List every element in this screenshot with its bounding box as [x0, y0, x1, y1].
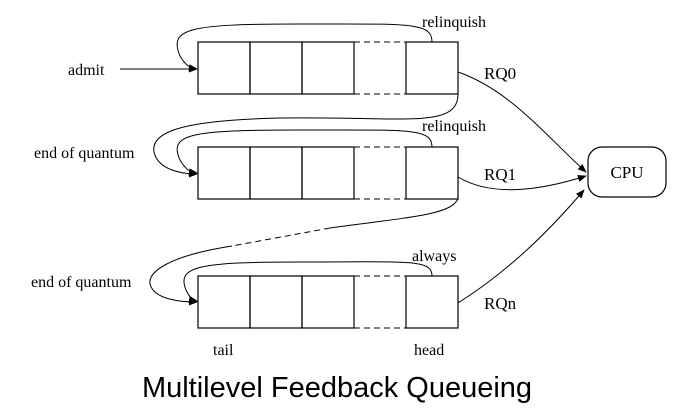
relinquish-label-rq0: relinquish — [422, 14, 486, 31]
queue-label-rq0: RQ0 — [484, 64, 516, 83]
queue-label-rqn: RQn — [484, 294, 517, 313]
queue-label-rq1: RQ1 — [484, 165, 516, 184]
queue-rq1 — [197, 146, 459, 200]
head-label: head — [414, 342, 444, 359]
relinquish-loop-rq1 — [176, 129, 433, 176]
queue-rq1-cell — [197, 146, 251, 200]
end-of-quantum-label-rq1: end of quantum — [34, 145, 135, 162]
cpu-box — [587, 146, 667, 198]
cpu-label: CPU — [610, 163, 643, 182]
cpu-node: CPU — [587, 146, 667, 198]
relinquish-label-rq1: relinquish — [422, 118, 486, 135]
queue-rqn-head-cell — [405, 275, 459, 329]
always-loop-rqn — [183, 261, 433, 303]
always-label: always — [412, 248, 456, 265]
end-of-quantum-path-rqn-dashed — [231, 227, 331, 247]
queue-rq0-head-cell — [405, 41, 459, 95]
queue-rq0-cell — [249, 41, 303, 95]
end-of-quantum-path-rqn-start — [329, 198, 459, 229]
dispatch-arrow-rqn — [457, 189, 585, 304]
queue-rq1-cell — [301, 146, 355, 200]
diagram-title: Multilevel Feedback Queueing — [142, 372, 532, 404]
queue-rq1-head-cell — [405, 146, 459, 200]
queue-rq0-cell — [197, 41, 251, 95]
queue-rqn — [197, 275, 459, 329]
dispatch-arrow-rq1 — [457, 174, 587, 191]
queue-rq0 — [197, 41, 459, 95]
queue-rqn-cell — [301, 275, 355, 329]
queue-rq0-cell — [301, 41, 355, 95]
dispatch-arrow-rq0 — [457, 71, 587, 173]
admit-label: admit — [68, 62, 105, 79]
tail-label: tail — [213, 342, 234, 359]
end-of-quantum-label-rqn: end of quantum — [31, 274, 132, 291]
end-of-quantum-path-rq1 — [153, 93, 459, 178]
queue-rqn-cell — [249, 275, 303, 329]
queue-rq1-cell — [249, 146, 303, 200]
relinquish-loop-rq0 — [176, 23, 433, 72]
end-of-quantum-path-rqn-end — [149, 245, 233, 306]
queue-rqn-cell — [197, 275, 251, 329]
